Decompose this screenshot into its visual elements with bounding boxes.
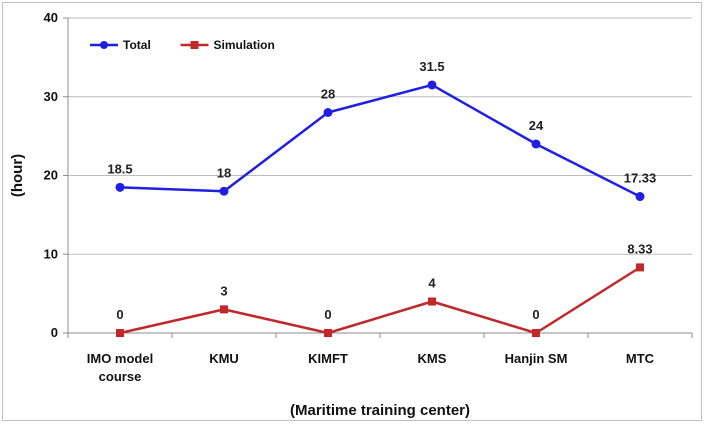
- x-axis-title: (Maritime training center): [290, 402, 470, 419]
- legend-item: Total: [90, 38, 151, 52]
- data-label: 4: [428, 276, 436, 291]
- data-label: 0: [532, 307, 539, 322]
- data-point: [115, 182, 125, 192]
- series-line: [119, 266, 641, 335]
- x-tick-label: IMO model course: [87, 351, 153, 384]
- data-label: 31.5: [419, 59, 444, 74]
- data-point: [219, 186, 229, 196]
- data-label: 0: [324, 307, 331, 322]
- legend-label: Simulation: [214, 38, 275, 52]
- data-label: 28: [321, 87, 335, 102]
- series-simulation: 0 3 0 4 0 8.33: [116, 241, 653, 337]
- data-point: [635, 192, 645, 202]
- data-label: 3: [220, 283, 227, 298]
- y-tick-label: 10: [44, 246, 58, 261]
- series-line: [119, 83, 641, 198]
- data-label: 0: [116, 307, 123, 322]
- x-tick-label: MTC: [626, 351, 655, 366]
- x-tick-label: Hanjin SM: [505, 351, 568, 366]
- data-point: [220, 305, 228, 314]
- data-point: [531, 139, 541, 149]
- data-point: [116, 329, 124, 337]
- data-point: [532, 329, 540, 337]
- data-point: [636, 263, 644, 272]
- data-label: 17.33: [624, 171, 657, 186]
- legend-item: Simulation: [180, 38, 275, 52]
- y-tick-label: 20: [44, 168, 58, 183]
- y-tick-label: 40: [44, 10, 58, 25]
- y-axis-ticks: 0 10 20 30 40: [44, 10, 68, 340]
- x-tick-label: KIMFT: [308, 351, 348, 366]
- legend-marker: [190, 41, 199, 49]
- y-tick-label: 30: [44, 89, 58, 104]
- data-label: 24: [529, 118, 544, 133]
- chart-frame: [2, 2, 702, 421]
- x-tick-label: KMS: [418, 351, 447, 366]
- series-group: 18.5 18 28 31.5 24 17.33 0 3 0 4 0 8.33: [107, 59, 656, 337]
- data-point: [428, 297, 436, 306]
- data-point: [427, 80, 437, 90]
- y-tick-label: 0: [51, 325, 58, 340]
- legend-marker: [100, 41, 108, 49]
- series-total: 18.5 18 28 31.5 24 17.33: [107, 59, 657, 202]
- legend-label: Total: [123, 38, 151, 52]
- y-axis-title: (hour): [9, 154, 26, 197]
- x-axis-ticks: IMO model course KMU KIMFT KMS Hanjin SM MTC: [67, 333, 693, 384]
- data-label: 8.33: [627, 241, 652, 256]
- data-point: [324, 329, 332, 337]
- data-point: [323, 108, 333, 117]
- x-tick-label: KMU: [209, 351, 239, 366]
- legend: Total Simulation: [90, 38, 275, 52]
- data-label: 18: [217, 165, 231, 180]
- data-label: 18.5: [107, 161, 132, 176]
